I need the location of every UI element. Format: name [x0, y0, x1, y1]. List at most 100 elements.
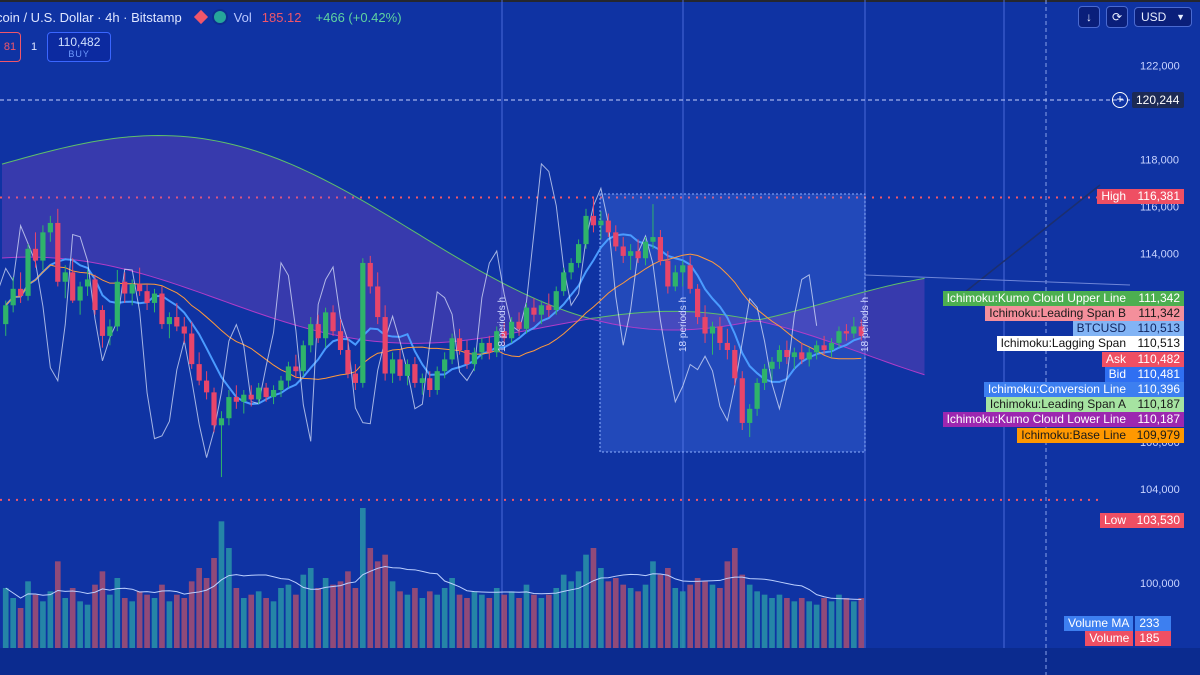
candle-body — [761, 368, 768, 383]
volume-bar — [84, 604, 91, 648]
volume-legend-name: Volume — [1085, 631, 1134, 646]
candle-body — [352, 373, 358, 383]
candle-body — [151, 293, 158, 303]
candle-body — [672, 272, 678, 287]
volume-bar — [791, 601, 798, 648]
legend-item: Ask 110,482 — [1101, 352, 1184, 367]
candle-body — [568, 262, 574, 273]
candle-body — [486, 342, 492, 353]
candle-body — [166, 317, 172, 325]
volume-bar — [486, 598, 493, 648]
volume-bar — [642, 584, 649, 648]
volume-bar — [709, 584, 716, 648]
refresh-icon[interactable]: ⟳ — [1106, 6, 1128, 28]
candle-body — [851, 326, 857, 334]
legend-item-name: Bid — [1104, 367, 1130, 382]
volume-bar — [858, 598, 865, 648]
candle-body — [300, 345, 306, 372]
volume-bar — [263, 598, 269, 648]
volume-bar — [739, 574, 746, 648]
candle-body — [159, 293, 165, 325]
candle-body — [233, 397, 239, 402]
candle-body — [382, 317, 388, 374]
candle-body — [702, 317, 708, 334]
candle-body — [709, 326, 716, 334]
volume-bar — [620, 584, 627, 648]
candle-body — [345, 350, 351, 374]
candle-body — [732, 350, 738, 379]
candle-body — [315, 324, 321, 339]
candle-body — [308, 324, 314, 346]
volume-legend-value: 185 — [1135, 631, 1172, 646]
volume-legend-name: Volume MA — [1064, 616, 1134, 631]
crosshair-price-bg — [1132, 92, 1184, 108]
volume-bar — [181, 598, 188, 648]
volume-bar — [717, 588, 723, 648]
candle-body — [598, 220, 604, 226]
alert-icon[interactable] — [193, 9, 208, 25]
volume-bar — [107, 594, 113, 648]
currency-value: USD — [1141, 10, 1167, 24]
volume-bar — [731, 548, 738, 648]
candle-body — [293, 366, 299, 372]
volume-bar — [270, 601, 277, 648]
add-alert-icon[interactable]: + — [1112, 92, 1128, 108]
volume-bar — [233, 588, 240, 648]
range-label: 18 periods h — [860, 297, 871, 352]
candle-body — [323, 312, 329, 339]
candle-body — [680, 265, 686, 273]
candle-body — [84, 279, 91, 287]
currency-select[interactable]: USD ▼ — [1134, 7, 1192, 27]
candle-body — [836, 331, 842, 343]
candle-body — [77, 286, 83, 301]
symbol-title[interactable]: coin / U.S. Dollar · 4h · Bitstamp — [0, 9, 182, 25]
legend-item-value: 111,342 — [1130, 291, 1184, 306]
candle-body — [3, 305, 9, 325]
legend-item: Ichimoku:Leading Span A 110,187 — [985, 397, 1184, 412]
candle-body — [516, 321, 522, 329]
order-quantity[interactable]: 1 — [31, 41, 38, 53]
leading-span-b-line — [1, 256, 925, 376]
volume-bar — [813, 604, 820, 648]
volume-bar — [575, 571, 582, 648]
volume-bar — [359, 508, 366, 648]
range-label: 18 periods h — [678, 297, 689, 352]
volume-ma-line — [5, 565, 862, 601]
volume-bar — [77, 601, 83, 648]
top-border — [0, 0, 1200, 2]
volume-bar — [568, 581, 574, 648]
volume-bar — [479, 594, 485, 648]
volume-bar — [330, 584, 336, 648]
chart-toolbar: ↓ ⟳ USD ▼ — [1078, 6, 1192, 28]
volume-bar — [441, 588, 448, 648]
candle-body — [858, 326, 864, 336]
volume-bar — [434, 594, 441, 648]
legend-item-value: 109,979 — [1130, 428, 1184, 443]
candle-body — [449, 338, 455, 360]
candle-body — [367, 262, 373, 287]
candle-body — [456, 338, 463, 350]
volume-bar — [672, 588, 679, 648]
sell-button[interactable]: 81 — [0, 32, 21, 62]
buy-button[interactable]: 110,482 BUY — [47, 32, 112, 62]
volume-bar — [650, 561, 656, 648]
volume-bar — [352, 588, 359, 648]
crosshair-price: 120,244 — [1136, 93, 1180, 107]
arrow-down-icon[interactable]: ↓ — [1078, 6, 1100, 28]
volume-bar — [129, 601, 136, 648]
volume-bar — [590, 548, 597, 648]
legend-item-name: BTCUSD — [1072, 321, 1130, 336]
candle-body — [203, 380, 210, 393]
volume-bar — [337, 581, 344, 648]
volume-bar — [10, 598, 16, 648]
candle-body — [419, 378, 425, 383]
volume-bar — [218, 521, 225, 648]
candle-body — [241, 394, 247, 402]
candle-body — [538, 305, 544, 315]
candle-body — [635, 251, 641, 259]
volume-bar — [471, 591, 478, 648]
candle-body — [412, 364, 418, 383]
volume-bar — [54, 561, 61, 648]
candle-body — [256, 387, 262, 400]
